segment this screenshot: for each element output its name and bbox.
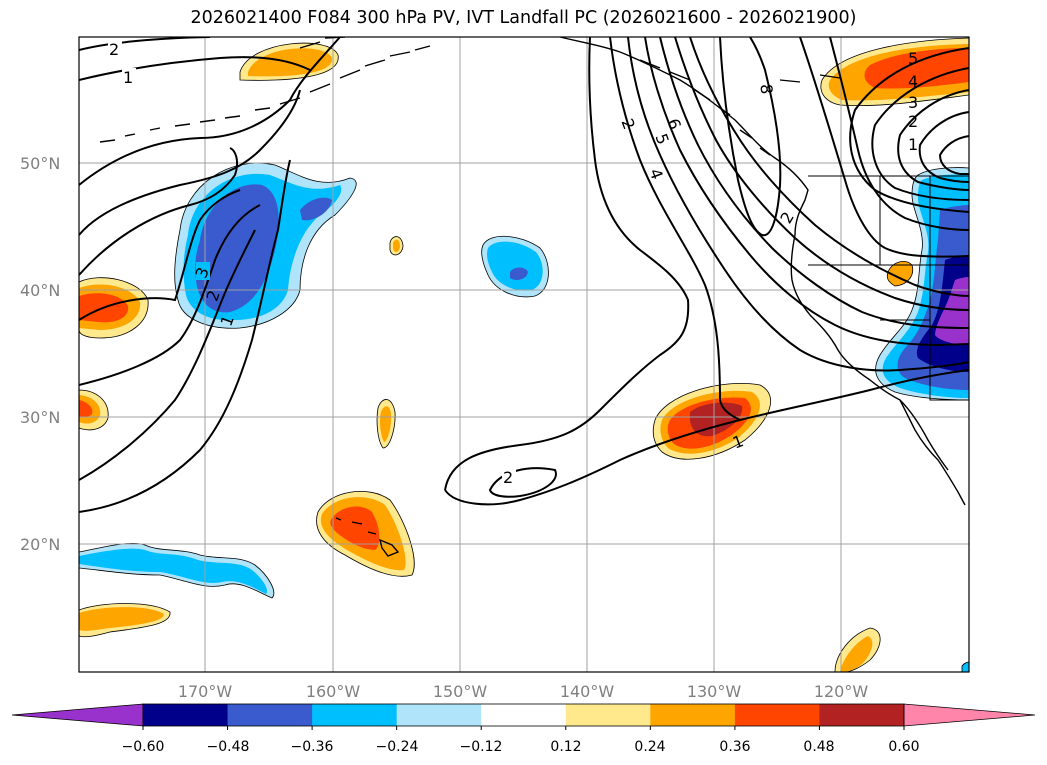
lat-label: 30°N — [20, 408, 60, 427]
coastlines — [99, 37, 969, 557]
colorbar-segment — [481, 704, 567, 726]
colorbar-tick-label: −0.24 — [376, 739, 419, 755]
colorbar-tick-label: 0.36 — [719, 739, 750, 755]
lon-label: 120°W — [814, 682, 869, 701]
colorbar-tick-label: 0.12 — [550, 739, 581, 755]
colorbar-segment — [734, 704, 820, 726]
lat-label: 20°N — [20, 535, 60, 554]
lon-label: 150°W — [433, 682, 488, 701]
colorbar-tick-label: −0.60 — [122, 739, 165, 755]
contour-label: 8 — [757, 83, 777, 95]
lon-label: 170°W — [178, 682, 233, 701]
lon-label: 140°W — [560, 682, 615, 701]
map-frame — [78, 36, 970, 673]
colorbar-segment — [650, 704, 736, 726]
contour-labels: 2 1 3 2 1 2 6 5 4 8 2 5 4 3 2 1 2 1 — [108, 40, 918, 487]
latitude-labels: 50°N 40°N 30°N 20°N — [20, 154, 60, 554]
colorbar-tick-label: 0.24 — [634, 739, 665, 755]
colorbar-extend-min — [11, 703, 144, 727]
contour-label: 2 — [109, 40, 119, 59]
colorbar-segment — [396, 704, 482, 726]
colorbar-extend-max — [903, 703, 1036, 727]
colorbar-segment — [819, 704, 905, 726]
colorbar-tick-label: −0.36 — [291, 739, 334, 755]
colorbar-segment — [565, 704, 651, 726]
contour-label: 5 — [908, 49, 918, 68]
pv-contour-lines — [79, 37, 969, 513]
colorbar-tick-label: 0.48 — [803, 739, 834, 755]
colorbar-segment — [143, 704, 229, 726]
colorbar-segment — [312, 704, 398, 726]
colorbar: −0.60 −0.48 −0.36 −0.24 −0.12 0.12 0.24 … — [11, 703, 1036, 755]
map-plot-area: 2 1 3 2 1 2 6 5 4 8 2 5 4 3 2 1 2 1 — [79, 37, 969, 672]
colorbar-tick-labels: −0.60 −0.48 −0.36 −0.24 −0.12 0.12 0.24 … — [122, 739, 920, 755]
colorbar-tick-label: 0.60 — [888, 739, 919, 755]
lon-label: 160°W — [306, 682, 361, 701]
contour-label: 2 — [503, 468, 513, 487]
graticule — [79, 37, 969, 672]
lat-label: 40°N — [20, 281, 60, 300]
contour-label: 1 — [908, 135, 918, 154]
contour-label: 2 — [908, 112, 918, 131]
map-title: 2026021400 F084 300 hPa PV, IVT Landfall… — [190, 8, 857, 28]
filled-contours — [79, 37, 969, 672]
lat-label: 50°N — [20, 154, 60, 173]
contour-label: 4 — [908, 72, 918, 91]
colorbar-tick-label: −0.48 — [207, 739, 250, 755]
colorbar-segment — [227, 704, 313, 726]
colorbar-frame — [142, 703, 905, 727]
longitude-labels: 170°W 160°W 150°W 140°W 130°W 120°W — [178, 682, 869, 701]
lon-label: 130°W — [687, 682, 742, 701]
colorbar-tick-label: −0.12 — [460, 739, 503, 755]
contour-label: 3 — [908, 93, 918, 112]
contour-label: 1 — [123, 68, 133, 87]
